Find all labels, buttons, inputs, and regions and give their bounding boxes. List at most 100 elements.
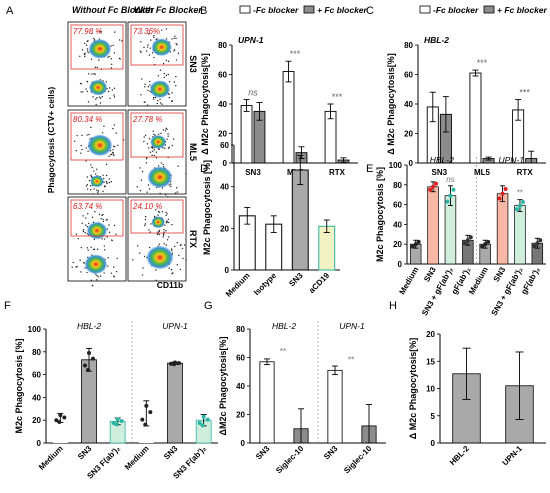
x-tick-label: Medium <box>398 266 421 297</box>
flow-event-dot <box>107 256 109 259</box>
flow-event-dot <box>113 52 116 54</box>
flow-event-dot <box>164 147 166 150</box>
flow-event-dot <box>164 194 167 196</box>
flow-event-dot <box>103 272 105 274</box>
flow-event-dot <box>117 144 119 146</box>
data-point <box>177 361 181 366</box>
flow-event-dot <box>96 168 98 171</box>
flow-event-dot <box>113 124 116 126</box>
x-tick-label: SN3 <box>162 444 180 462</box>
y-tick-label: 5 <box>431 412 436 421</box>
flow-event-dot <box>174 35 176 37</box>
panel-letter: G <box>204 300 213 312</box>
flow-event-dot <box>93 37 95 40</box>
significance-label: *** <box>332 92 343 102</box>
bar-charts: B 0 20 40 60 80 Δ M2c Phagocytosis[%] -Fc block… <box>4 5 548 481</box>
flow-event-dot <box>101 214 103 217</box>
flow-event-dot <box>105 81 108 83</box>
flow-event-dot <box>175 84 177 87</box>
significance-label: *** <box>519 88 530 98</box>
flow-event-dot <box>87 39 89 42</box>
flow-event-dot <box>110 181 113 183</box>
flow-event-dot <box>105 180 108 183</box>
legend-label: -Fc blocker <box>433 5 479 15</box>
y-tick-label: 60 <box>404 71 413 80</box>
flow-event-dot <box>171 273 173 275</box>
flow-event-dot <box>153 215 156 218</box>
flow-event-dot <box>148 188 151 190</box>
flow-event-dot <box>171 223 173 226</box>
flow-event-dot <box>155 269 157 271</box>
flow-event-dot <box>146 46 149 48</box>
flow-event-dot <box>86 40 88 43</box>
y-tick-label: 20 <box>236 411 245 420</box>
y-tick-label: 60 <box>220 141 229 150</box>
flow-event-dot <box>107 56 109 58</box>
flow-event-dot <box>161 210 164 213</box>
x-tick-label: RTX <box>517 168 534 177</box>
flow-event-dot <box>102 190 104 193</box>
flow-event-dot <box>161 29 163 31</box>
flow-density-cluster <box>151 216 166 229</box>
flow-event-dot <box>96 97 98 99</box>
flow-event-dot <box>171 144 173 147</box>
flow-event-dot <box>88 179 91 182</box>
y-tick-label: 60 <box>393 201 402 210</box>
data-point <box>532 244 537 249</box>
flow-event-dot <box>108 87 111 89</box>
y-tick-label: 40 <box>32 393 41 402</box>
flow-event-dot <box>76 134 78 137</box>
flow-event-dot <box>110 67 113 69</box>
flow-event-dot <box>111 239 113 242</box>
flow-event-dot <box>144 224 146 227</box>
flow-event-dot <box>173 245 176 248</box>
flow-event-dot <box>113 266 115 268</box>
flow-event-dot <box>149 84 151 86</box>
flow-event-dot <box>110 57 112 60</box>
flow-event-dot <box>139 189 142 192</box>
flow-event-dot <box>146 143 149 145</box>
flow-event-dot <box>118 39 121 41</box>
flow-event-dot <box>173 37 175 40</box>
flow-event-dot <box>157 231 159 233</box>
flow-event-dot <box>101 132 104 134</box>
flow-event-dot <box>139 50 142 52</box>
flow-event-dot <box>146 191 148 193</box>
flow-density-cluster <box>90 175 104 188</box>
bar <box>427 186 439 265</box>
significance-label: *** <box>477 58 488 68</box>
flow-event-dot <box>84 52 86 54</box>
flow-event-dot <box>113 224 116 227</box>
flow-event-dot <box>121 40 123 42</box>
flow-event-dot <box>75 150 78 152</box>
flow-event-dot <box>80 271 82 273</box>
flow-event-dot <box>179 244 182 247</box>
flow-event-dot <box>99 102 102 104</box>
bar <box>167 362 183 444</box>
flow-event-dot <box>112 153 114 156</box>
bar <box>240 105 253 164</box>
flow-event-dot <box>147 184 150 186</box>
flow-event-dot <box>165 28 168 30</box>
flow-event-dot <box>148 246 151 249</box>
flow-event-dot <box>72 261 74 264</box>
flow-event-dot <box>168 267 170 269</box>
significance-label: ** <box>280 346 287 356</box>
flow-event-dot <box>139 252 141 254</box>
y-axis-label: Δ M2c Phagocytosis[%] <box>408 338 418 440</box>
y-tick-label: 0 <box>398 260 403 269</box>
flow-event-dot <box>149 231 151 233</box>
x-tick-label: Siglec-10 <box>274 444 306 476</box>
flow-event-dot <box>80 152 82 154</box>
flow-row-label: SN3 <box>188 55 198 73</box>
flow-event-dot <box>79 82 82 85</box>
data-point <box>514 207 519 212</box>
y-axis-label: Δ M2c Phagocytosis[%] <box>200 53 210 155</box>
flow-event-dot <box>85 44 88 46</box>
y-axis-label: M2c Phagocytosis [%] <box>14 338 24 433</box>
flow-event-dot <box>110 153 113 155</box>
flow-event-dot <box>93 188 95 190</box>
flow-event-dot <box>103 125 105 127</box>
flow-event-dot <box>162 62 165 65</box>
flow-event-dot <box>108 155 110 158</box>
